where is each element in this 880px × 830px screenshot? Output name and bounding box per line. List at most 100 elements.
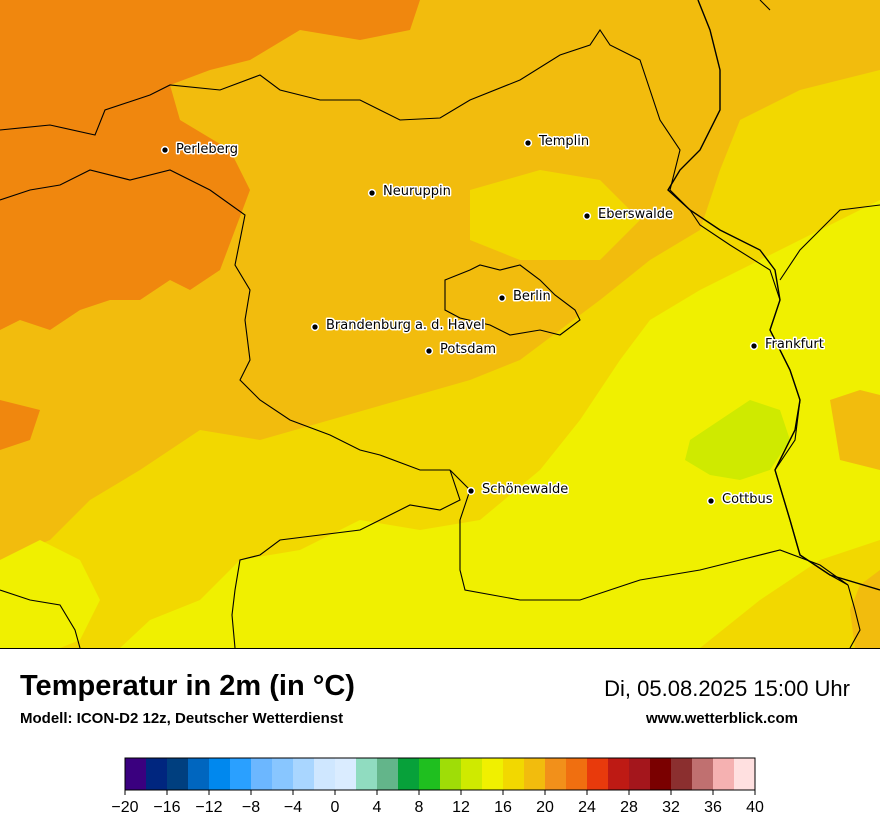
- color-scale-swatch: [230, 758, 252, 790]
- city-marker-icon: [367, 188, 377, 198]
- color-scale-tick-label: 16: [494, 799, 512, 816]
- color-scale-swatch: [335, 758, 357, 790]
- berlin-border: [444, 264, 581, 336]
- city-frankfurt[interactable]: Frankfurt: [749, 336, 825, 354]
- western-border: [0, 169, 450, 471]
- color-scale-swatch: [419, 758, 441, 790]
- map-region-orange-patch: [0, 400, 40, 450]
- color-scale-tick-label: 28: [620, 799, 638, 816]
- color-scale-tick-label: 0: [331, 799, 340, 816]
- website-link[interactable]: www.wetterblick.com: [646, 710, 798, 727]
- city-label: Eberswalde: [598, 207, 673, 222]
- color-scale-swatch: [167, 758, 189, 790]
- color-scale-swatch: [734, 758, 756, 790]
- city-marker-icon: [424, 346, 434, 356]
- city-templin[interactable]: Templin: [523, 133, 591, 151]
- city-berlin[interactable]: Berlin: [497, 288, 552, 306]
- color-scale-swatch: [713, 758, 735, 790]
- color-scale-tick-label: −8: [242, 799, 260, 816]
- city-label: Schönewalde: [482, 482, 568, 497]
- city-marker-icon: [582, 211, 592, 221]
- color-scale-swatch: [377, 758, 399, 790]
- southern-border-2: [449, 469, 849, 601]
- city-neuruppin[interactable]: Neuruppin: [367, 183, 452, 201]
- national-border: [667, 0, 880, 591]
- color-scale-swatch: [461, 758, 483, 790]
- city-schoenewalde[interactable]: Schönewalde: [466, 481, 570, 499]
- color-scale-tick-label: 36: [704, 799, 722, 816]
- city-label: Frankfurt: [765, 337, 824, 352]
- color-scale-tick-label: 20: [536, 799, 554, 816]
- color-scale-tick-label: 12: [452, 799, 470, 816]
- southwest-border: [0, 589, 81, 648]
- polish-border: [779, 204, 880, 281]
- color-scale-ticks: −20 −16 −12 −8 −4 0 4 8 12 16 20 24 28 32 36 40: [111, 790, 764, 816]
- color-scale-swatch: [566, 758, 588, 790]
- map-region-yellow-west: [0, 540, 100, 648]
- color-scale-tick-label: 8: [415, 799, 424, 816]
- map-region-yellow: [120, 200, 880, 648]
- city-label: Neuruppin: [383, 184, 451, 199]
- color-scale-swatch: [608, 758, 630, 790]
- city-marker-icon: [310, 322, 320, 332]
- city-marker-icon: [706, 496, 716, 506]
- map-region-gold-north: [470, 170, 640, 260]
- color-scale-swatch: [125, 758, 147, 790]
- color-scale-swatch: [293, 758, 315, 790]
- city-cottbus[interactable]: Cottbus: [706, 491, 774, 509]
- color-scale-swatch: [398, 758, 420, 790]
- city-label: Berlin: [513, 289, 551, 304]
- city-eberswalde[interactable]: Eberswalde: [582, 206, 675, 224]
- color-scale-swatch: [629, 758, 651, 790]
- map-title: Temperatur in 2m (in °C): [20, 670, 355, 702]
- color-scale-swatch: [671, 758, 693, 790]
- map-region-amber-southeast: [850, 570, 880, 648]
- city-marker-icon: [749, 341, 759, 351]
- city-label: Potsdam: [440, 342, 496, 357]
- city-label: Brandenburg a. d. Havel: [326, 318, 485, 333]
- color-scale-legend: −20 −16 −12 −8 −4 0 4 8 12 16 20 24 28 32 36 40: [111, 757, 764, 816]
- city-marker-icon: [523, 138, 533, 148]
- color-scale-swatch: [209, 758, 231, 790]
- city-potsdam[interactable]: Potsdam: [424, 341, 498, 359]
- city-perleberg[interactable]: Perleberg: [160, 141, 239, 159]
- color-scale-swatch: [692, 758, 714, 790]
- color-scale-swatch: [587, 758, 609, 790]
- color-scale-swatch: [272, 758, 294, 790]
- color-scale-swatches: [125, 758, 756, 790]
- southern-border: [231, 469, 461, 648]
- color-scale-tick-label: 4: [373, 799, 382, 816]
- state-border-northeast: [759, 0, 771, 11]
- color-scale-tick-label: 40: [746, 799, 764, 816]
- city-marker-icon: [466, 486, 476, 496]
- color-scale-swatch: [314, 758, 336, 790]
- south-border-se: [847, 584, 861, 648]
- forecast-datetime: Di, 05.08.2025 15:00 Uhr: [604, 676, 850, 701]
- color-scale-swatch: [146, 758, 168, 790]
- color-scale-frame: [124, 757, 756, 791]
- color-scale-swatch: [503, 758, 525, 790]
- city-label: Templin: [538, 134, 589, 149]
- city-marker-icon: [497, 293, 507, 303]
- color-scale-tick-label: −20: [111, 799, 138, 816]
- temperature-map: Perleberg Templin Neuruppin Eberswalde B…: [0, 0, 880, 649]
- city-brandenburg[interactable]: Brandenburg a. d. Havel: [310, 317, 486, 335]
- color-scale-tick-label: 32: [662, 799, 680, 816]
- city-marker-icon: [160, 145, 170, 155]
- color-scale-swatch: [251, 758, 273, 790]
- state-borders: [0, 0, 880, 648]
- city-label: Perleberg: [176, 142, 238, 157]
- color-scale-tick-label: 24: [578, 799, 596, 816]
- color-scale-swatch: [440, 758, 462, 790]
- color-scale-swatch: [650, 758, 672, 790]
- model-info: Modell: ICON-D2 12z, Deutscher Wetterdie…: [20, 710, 344, 727]
- color-scale-swatch: [482, 758, 504, 790]
- map-region-amber-east: [830, 390, 880, 470]
- city-label: Cottbus: [722, 492, 773, 507]
- color-scale-swatch: [545, 758, 567, 790]
- color-scale-tick-label: −4: [284, 799, 302, 816]
- color-scale-swatch: [524, 758, 546, 790]
- map-region-gold-southeast: [740, 560, 880, 648]
- color-scale-swatch: [356, 758, 378, 790]
- map-region-lime: [685, 400, 790, 480]
